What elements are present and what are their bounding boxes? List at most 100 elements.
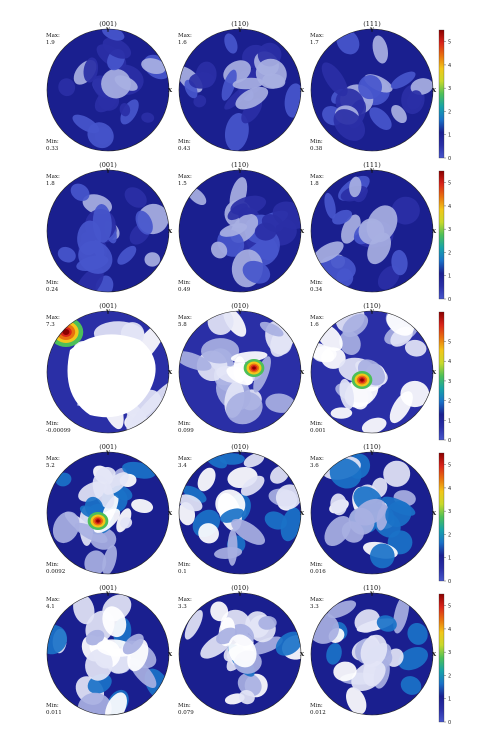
density-contour bbox=[230, 195, 267, 216]
colorbar-tick-label: 5 bbox=[448, 463, 451, 469]
density-contour bbox=[120, 517, 133, 529]
min-label: Min: bbox=[310, 421, 323, 427]
density-contour bbox=[330, 493, 348, 516]
density-contour bbox=[144, 252, 161, 267]
density-contour bbox=[117, 245, 137, 265]
axis-y-label: Y bbox=[369, 28, 374, 34]
density-contour bbox=[184, 610, 203, 640]
axis-y-label: Y bbox=[105, 592, 110, 598]
density-contour bbox=[188, 72, 215, 89]
colorbar-tick-label: 5 bbox=[448, 40, 451, 46]
density-contour bbox=[242, 260, 271, 284]
colorbar-tick-label: 4 bbox=[448, 627, 451, 633]
max-value: 1.6 bbox=[310, 322, 319, 328]
min-value: 0.43 bbox=[178, 146, 191, 152]
density-contour bbox=[339, 330, 361, 355]
axis-x-label: X bbox=[168, 652, 173, 658]
density-contour bbox=[407, 622, 428, 645]
density-contour bbox=[77, 692, 112, 715]
pole-figure-title: (010) bbox=[231, 443, 249, 451]
density-contour bbox=[361, 417, 387, 433]
max-value: 1.6 bbox=[178, 40, 187, 46]
colorbar-tick-label: 4 bbox=[448, 486, 451, 492]
density-field bbox=[311, 170, 433, 292]
density-contour bbox=[390, 71, 416, 89]
min-label: Min: bbox=[46, 421, 59, 427]
colorbar-tick-label: 5 bbox=[448, 340, 451, 346]
density-contour bbox=[321, 62, 348, 97]
density-contour bbox=[207, 311, 234, 335]
pole-figure: (110)Y X Max:3.6 Min:0.016 bbox=[310, 443, 437, 575]
density-contour bbox=[122, 633, 144, 655]
density-contour bbox=[333, 661, 357, 682]
min-label: Min: bbox=[178, 139, 191, 145]
density-contour bbox=[393, 594, 410, 634]
min-label: Min: bbox=[46, 280, 59, 286]
density-contour bbox=[240, 475, 265, 496]
colorbar-tick-label: 3 bbox=[448, 86, 451, 92]
max-label: Max: bbox=[178, 33, 192, 39]
colorbar-tick-label: 3 bbox=[448, 509, 451, 515]
colorbar: 0 1 2 3 4 5 bbox=[438, 29, 451, 162]
density-contour bbox=[280, 507, 301, 542]
colorbar-tick-label: 3 bbox=[448, 227, 451, 233]
pole-figure-title: (110) bbox=[363, 443, 381, 451]
max-label: Max: bbox=[46, 33, 60, 39]
max-label: Max: bbox=[46, 315, 60, 321]
pole-figure-title: (110) bbox=[363, 302, 381, 310]
density-contour bbox=[57, 246, 76, 263]
max-value: 3.3 bbox=[178, 604, 187, 610]
density-contour bbox=[406, 90, 423, 110]
axis-x-label: X bbox=[300, 88, 305, 94]
pole-figure: (001)Y X Max:1.8 Min:0.24 bbox=[46, 161, 173, 293]
min-value: 0.011 bbox=[46, 710, 62, 716]
density-contour bbox=[70, 183, 90, 202]
min-value: 0.49 bbox=[178, 287, 191, 293]
density-contour bbox=[58, 78, 76, 97]
colorbar-tick-label: 5 bbox=[448, 181, 451, 187]
min-value: 0.012 bbox=[310, 710, 326, 716]
colorbar-tick-label: 1 bbox=[448, 274, 451, 280]
density-contour bbox=[135, 210, 153, 235]
max-label: Max: bbox=[310, 456, 324, 462]
pole-figure: (110)Y X Max:3.3 Min:0.012 bbox=[310, 584, 437, 716]
max-value: 3.3 bbox=[310, 604, 319, 610]
pole-figure-outline bbox=[46, 169, 170, 293]
colorbar-gradient bbox=[438, 593, 445, 723]
min-label: Min: bbox=[178, 703, 191, 709]
density-contour bbox=[254, 222, 277, 241]
density-field bbox=[179, 593, 301, 715]
max-label: Max: bbox=[178, 597, 192, 603]
pole-figure: (010)Y X Max:3.4 Min:0.1 bbox=[178, 443, 305, 575]
density-contour bbox=[262, 73, 286, 89]
axis-y-label: Y bbox=[369, 169, 374, 175]
density-contour bbox=[354, 609, 381, 633]
density-contour bbox=[358, 75, 383, 100]
density-contour bbox=[369, 543, 395, 569]
density-contour bbox=[85, 629, 105, 646]
density-field bbox=[179, 170, 301, 292]
density-contour bbox=[227, 529, 238, 566]
density-contour bbox=[74, 522, 108, 543]
min-value: 0.38 bbox=[310, 146, 323, 152]
colorbar: 0 1 2 3 4 5 bbox=[438, 311, 451, 444]
colorbar: 0 1 2 3 4 5 bbox=[438, 452, 451, 585]
density-contour bbox=[360, 634, 388, 668]
density-field bbox=[47, 170, 169, 292]
max-label: Max: bbox=[310, 174, 324, 180]
axis-x-label: X bbox=[168, 511, 173, 517]
min-value: 0.001 bbox=[310, 428, 326, 434]
pole-figure-outline bbox=[178, 592, 302, 716]
min-label: Min: bbox=[46, 139, 59, 145]
density-contour bbox=[253, 356, 271, 393]
min-value: 0.34 bbox=[310, 287, 323, 293]
max-value: 1.8 bbox=[310, 181, 319, 187]
density-contour bbox=[85, 648, 113, 681]
density-field bbox=[179, 29, 301, 151]
density-contour bbox=[224, 113, 249, 151]
max-value: 1.7 bbox=[310, 40, 319, 46]
pole-figure: (110)Y X Max:1.6 Min:0.43 bbox=[178, 20, 305, 152]
colorbar-tick-label: 0 bbox=[448, 720, 451, 726]
axis-y-label: Y bbox=[369, 310, 374, 316]
max-value: 3.6 bbox=[310, 463, 319, 469]
